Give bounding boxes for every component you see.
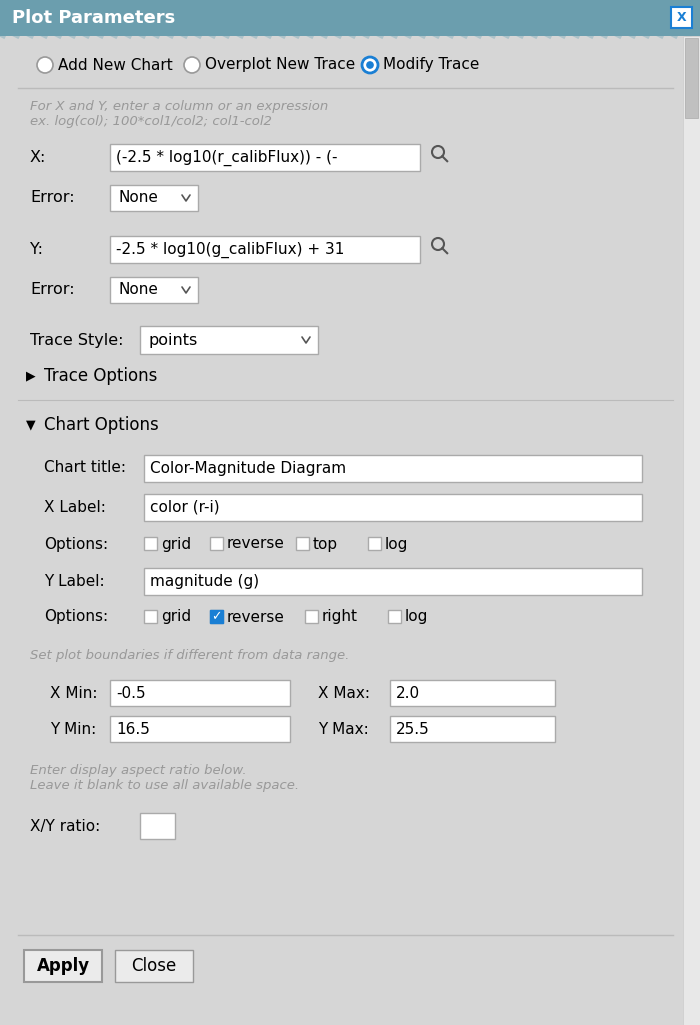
Bar (296, 537, 309, 550)
Bar (305, 610, 318, 623)
Text: log: log (385, 536, 408, 551)
Bar (210, 610, 223, 623)
Text: magnitude (g): magnitude (g) (150, 574, 259, 589)
Text: Close: Close (132, 957, 176, 975)
Text: -2.5 * log10(g_calibFlux) + 31: -2.5 * log10(g_calibFlux) + 31 (116, 242, 344, 257)
Text: Y:: Y: (30, 243, 43, 257)
Circle shape (37, 57, 53, 73)
Bar (144, 537, 157, 550)
Text: 25.5: 25.5 (396, 722, 430, 737)
Text: Error:: Error: (30, 283, 75, 297)
Bar (683, 36, 700, 1025)
Text: 16.5: 16.5 (116, 722, 150, 737)
Bar (110, 184, 198, 211)
Bar (24, 950, 102, 982)
Text: X Max:: X Max: (318, 686, 370, 700)
Text: (-2.5 * log10(r_calibFlux)) - (-: (-2.5 * log10(r_calibFlux)) - (- (116, 150, 337, 166)
Text: Set plot boundaries if different from data range.: Set plot boundaries if different from da… (30, 649, 349, 662)
Text: X Label:: X Label: (44, 499, 106, 515)
Bar (110, 144, 420, 171)
Bar (144, 494, 642, 521)
Text: right: right (322, 610, 358, 624)
Text: ▶: ▶ (26, 369, 36, 382)
Bar (144, 568, 642, 594)
Circle shape (184, 57, 200, 73)
Bar (368, 537, 381, 550)
Bar (110, 716, 290, 742)
Text: 2.0: 2.0 (396, 686, 420, 700)
Bar (110, 680, 290, 706)
Bar (144, 610, 157, 623)
Circle shape (366, 62, 374, 69)
Text: Apply: Apply (36, 957, 90, 975)
Text: Add New Chart: Add New Chart (58, 57, 173, 73)
Bar (671, 7, 692, 28)
Text: Plot Parameters: Plot Parameters (12, 9, 175, 27)
Text: top: top (313, 536, 338, 551)
Text: log: log (405, 610, 428, 624)
Text: color (r-i): color (r-i) (150, 500, 220, 515)
Text: X: X (677, 11, 686, 24)
Bar (390, 680, 555, 706)
Circle shape (362, 57, 378, 73)
Text: Color-Magnitude Diagram: Color-Magnitude Diagram (150, 461, 346, 476)
Text: Y Max:: Y Max: (318, 722, 369, 737)
Bar (388, 610, 401, 623)
Text: Overplot New Trace: Overplot New Trace (205, 57, 355, 73)
Bar (685, 38, 698, 118)
Text: Enter display aspect ratio below.
Leave it blank to use all available space.: Enter display aspect ratio below. Leave … (30, 764, 299, 792)
Bar (390, 716, 555, 742)
Text: Trace Style:: Trace Style: (30, 333, 123, 348)
Text: None: None (118, 283, 158, 297)
Text: X/Y ratio:: X/Y ratio: (30, 819, 100, 833)
Text: For X and Y, enter a column or an expression
ex. log(col); 100*col1/col2; col1-c: For X and Y, enter a column or an expres… (30, 100, 328, 128)
Bar (110, 236, 420, 263)
Text: ✓: ✓ (211, 610, 222, 623)
Text: Options:: Options: (44, 610, 108, 624)
Text: ▼: ▼ (26, 418, 36, 432)
Text: Chart Options: Chart Options (44, 416, 159, 434)
Text: Chart title:: Chart title: (44, 460, 126, 476)
Text: reverse: reverse (227, 610, 285, 624)
Text: grid: grid (161, 610, 191, 624)
Text: X:: X: (30, 151, 46, 165)
Bar (140, 326, 318, 354)
Bar (210, 610, 223, 623)
Text: Modify Trace: Modify Trace (383, 57, 480, 73)
Text: Y Min:: Y Min: (50, 722, 97, 737)
Text: -0.5: -0.5 (116, 686, 146, 700)
Text: Error:: Error: (30, 191, 75, 205)
Bar (110, 277, 198, 303)
Text: grid: grid (161, 536, 191, 551)
Text: Y Label:: Y Label: (44, 574, 104, 588)
Text: reverse: reverse (227, 536, 285, 551)
Bar (0, 0, 700, 36)
Bar (0, 36, 683, 126)
Circle shape (362, 57, 378, 73)
Bar (210, 537, 223, 550)
Text: points: points (148, 332, 197, 347)
Text: None: None (118, 191, 158, 205)
Bar (115, 950, 193, 982)
Text: Options:: Options: (44, 536, 108, 551)
Bar (144, 455, 642, 482)
Bar (140, 813, 175, 839)
Text: X Min:: X Min: (50, 686, 97, 700)
Text: Trace Options: Trace Options (44, 367, 158, 385)
